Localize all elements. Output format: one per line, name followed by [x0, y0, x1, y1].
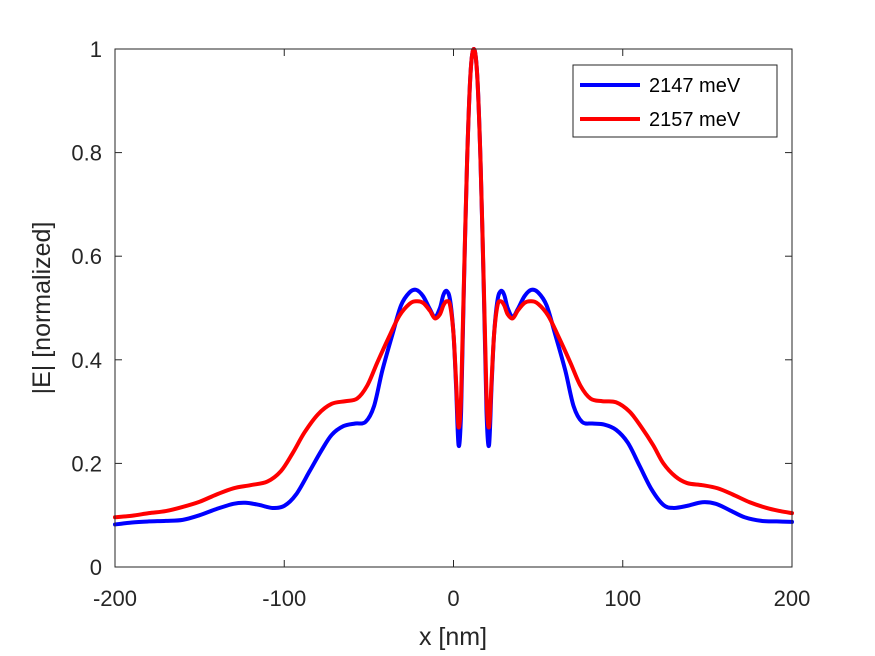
- y-tick-label: 0.6: [71, 244, 102, 269]
- x-axis-label: x [nm]: [419, 623, 487, 651]
- y-axis-label: |E| [normalized]: [28, 222, 56, 395]
- y-tick-label: 0: [90, 555, 102, 580]
- series-line-2157-mev: [113, 47, 794, 520]
- x-tick-label: 200: [774, 586, 811, 611]
- legend: 2147 meV 2157 meV: [572, 64, 778, 138]
- y-tick-label: 0.8: [71, 141, 102, 166]
- x-tick-label: 100: [604, 586, 641, 611]
- series-layer: [113, 47, 794, 527]
- x-tick-label: -100: [262, 586, 306, 611]
- y-tick-label: 0.4: [71, 348, 102, 373]
- legend-box: [572, 64, 778, 138]
- y-tick-label: 0.2: [71, 451, 102, 476]
- tick-layer: -200 -100 0 100 200 0 0.2 0.4 0.6 0.8 1: [71, 37, 810, 611]
- legend-label-2147-mev: 2147 meV: [649, 75, 741, 97]
- x-tick-label: 0: [447, 586, 459, 611]
- y-tick-label: 1: [90, 37, 102, 62]
- legend-label-2157-mev: 2157 meV: [649, 109, 741, 131]
- x-tick-label: -200: [93, 586, 137, 611]
